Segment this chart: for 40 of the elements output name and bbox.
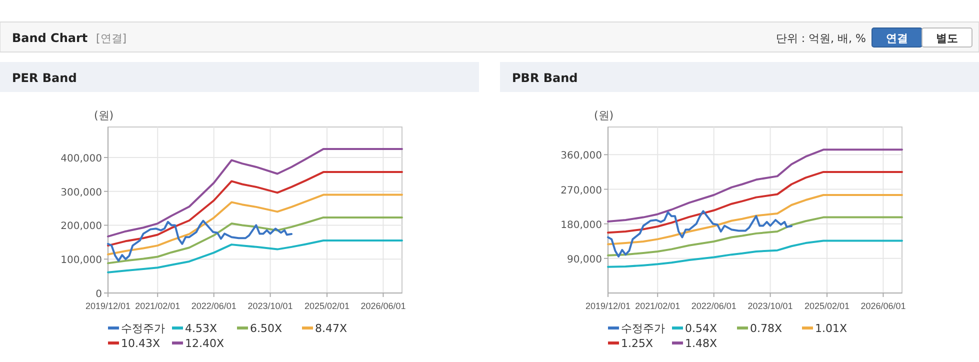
- header-title: Band Chart: [12, 31, 88, 45]
- y-tick-label: 270,000: [560, 185, 602, 196]
- y-tick-label: 90,000: [567, 254, 602, 266]
- ylabel: (원): [94, 109, 114, 122]
- x-tick-label: 2026/06/01: [860, 301, 906, 311]
- legend-label: 4.53X: [185, 322, 218, 335]
- x-tick-label: 2019/12/01: [585, 301, 631, 311]
- legend-label: 8.47X: [315, 322, 348, 335]
- legend-label: 0.54X: [685, 322, 718, 335]
- legend-label: 수정주가: [621, 322, 665, 335]
- x-tick-label: 2022/06/01: [191, 301, 236, 311]
- y-tick-label: 0: [96, 289, 102, 300]
- legend-label: 0.78X: [750, 322, 782, 335]
- panel-title: PBR Band: [512, 71, 578, 85]
- x-tick-label: 2026/06/01: [360, 301, 406, 311]
- legend-label: 12.40X: [185, 337, 224, 350]
- unit-note: 단위 : 억원, 배, %: [776, 32, 866, 45]
- x-tick-label: 2021/02/01: [135, 301, 180, 311]
- y-tick-label: 400,000: [60, 153, 102, 164]
- x-tick-label: 2023/10/01: [248, 301, 293, 311]
- legend-label: 1.48X: [685, 337, 718, 350]
- y-tick-label: 360,000: [560, 150, 602, 162]
- y-tick-label: 300,000: [60, 187, 102, 198]
- ylabel: (원): [594, 109, 614, 122]
- legend-label: 1.25X: [621, 337, 654, 350]
- legend-label: 1.01X: [815, 322, 848, 335]
- y-tick-label: 180,000: [560, 220, 602, 231]
- y-tick-label: 200,000: [60, 221, 102, 232]
- x-tick-label: 2019/12/01: [85, 301, 131, 311]
- y-tick-label: 100,000: [60, 255, 102, 266]
- panel-title: PER Band: [12, 71, 77, 85]
- x-tick-label: 2022/06/01: [691, 301, 736, 311]
- legend-label: 10.43X: [121, 337, 160, 350]
- x-tick-label: 2025/02/01: [304, 301, 350, 311]
- header-tag: [연결]: [96, 32, 127, 45]
- x-tick-label: 2025/02/01: [804, 301, 850, 311]
- legend-label: 6.50X: [250, 322, 282, 335]
- legend-label: 수정주가: [121, 322, 165, 335]
- x-tick-label: 2021/02/01: [635, 301, 680, 311]
- x-tick-label: 2023/10/01: [748, 301, 793, 311]
